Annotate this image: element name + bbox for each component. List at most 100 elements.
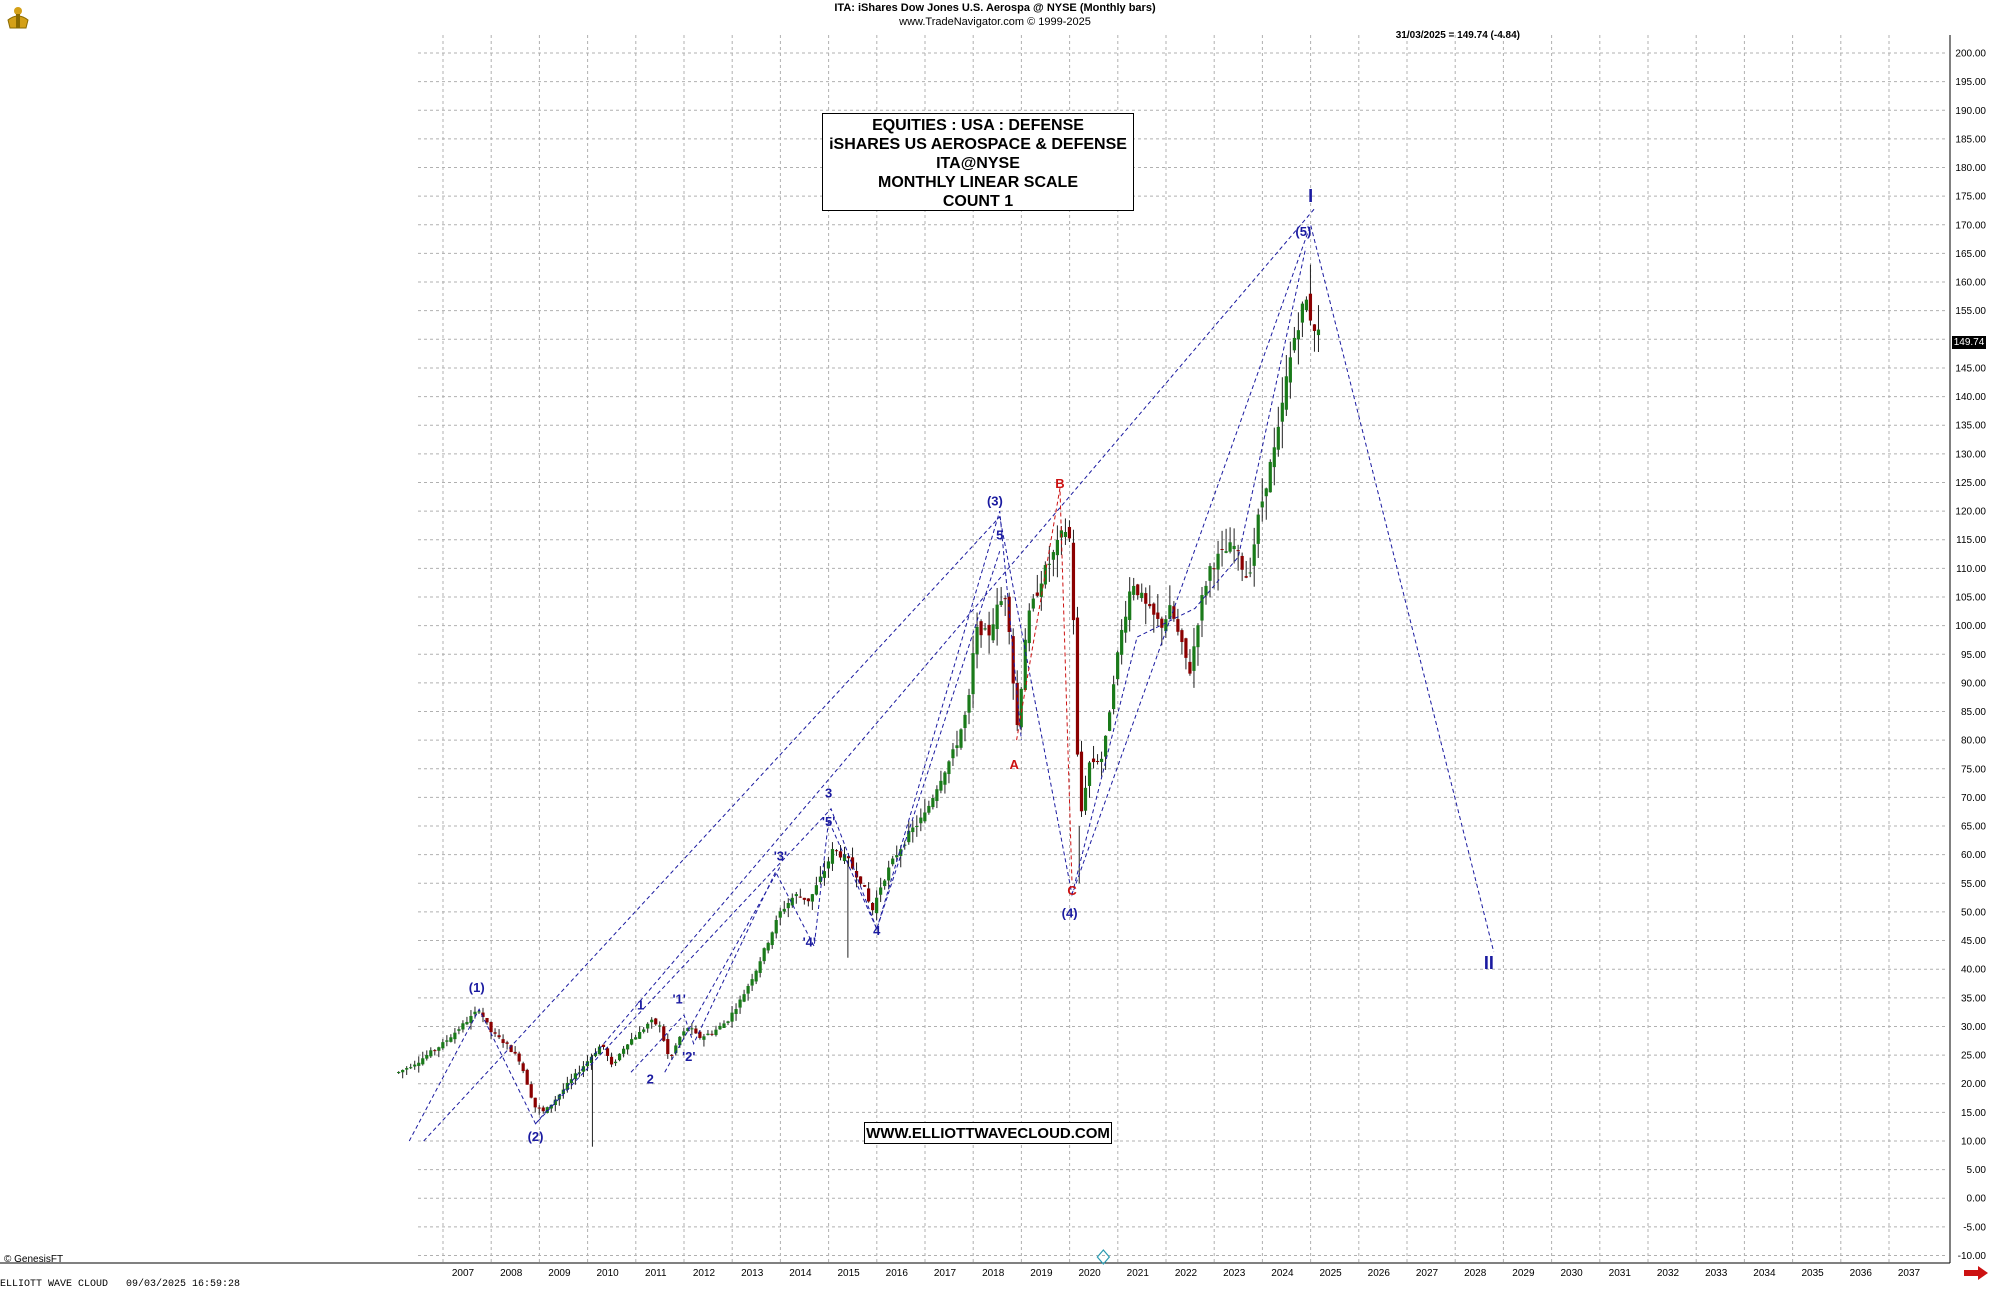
candle-body	[473, 1011, 477, 1015]
candle-body	[1300, 303, 1305, 323]
candle-body	[1224, 551, 1228, 553]
scroll-right-arrow-icon[interactable]	[1964, 1266, 1988, 1280]
candle-body	[1095, 760, 1100, 762]
candle-body	[1011, 636, 1015, 684]
wave-label-blue: 5	[996, 528, 1003, 543]
candle-body	[541, 1107, 545, 1112]
candle-body	[971, 653, 975, 695]
candle-body	[465, 1021, 469, 1025]
y-tick-label: -5.00	[1963, 1222, 1986, 1233]
wave-line-red	[1016, 488, 1073, 884]
candle-body	[927, 805, 931, 813]
website-label[interactable]: WWW.ELLIOTTWAVECLOUD.COM	[864, 1122, 1112, 1144]
y-tick-label: 200.00	[1955, 49, 1986, 60]
candle-body	[698, 1031, 702, 1038]
candle-body	[1192, 646, 1196, 671]
candle-body	[670, 1054, 674, 1056]
candle-body	[1039, 583, 1043, 597]
candle-body	[778, 911, 782, 918]
candle-body	[1083, 787, 1088, 811]
candle-body	[1292, 337, 1296, 351]
candle-body	[1276, 426, 1280, 450]
candle-body	[939, 780, 943, 791]
x-tick-label: 2009	[548, 1268, 571, 1279]
candle-body	[871, 902, 875, 911]
candle-body	[987, 624, 991, 636]
candle-body	[963, 714, 967, 728]
candle-body	[686, 1028, 690, 1031]
candle-body	[605, 1048, 610, 1056]
candle-body	[658, 1025, 662, 1027]
y-tick-label: 105.00	[1955, 592, 1986, 603]
x-tick-label: 2030	[1560, 1268, 1583, 1279]
candle-body	[638, 1032, 642, 1039]
elliott-wave-labels: (1)(2)12'1''2''3''4'3'5'4(3)5(4)(5)IIIAB…	[469, 186, 1494, 1144]
candle-body	[650, 1019, 654, 1023]
candle-body	[1124, 616, 1128, 633]
candle-body	[983, 628, 987, 630]
candle-body	[734, 1009, 738, 1015]
x-tick-label: 2024	[1271, 1268, 1294, 1279]
x-tick-label: 2018	[982, 1268, 1005, 1279]
candle-body	[762, 948, 766, 962]
candle-body	[621, 1048, 626, 1054]
wave-line-blue	[630, 551, 1001, 1073]
candle-body	[1164, 619, 1168, 632]
candle-body	[1216, 553, 1220, 570]
tradenavigator-logo-icon	[7, 7, 29, 29]
time-marker-icon[interactable]	[1096, 1249, 1111, 1265]
candle-body	[549, 1104, 553, 1109]
candle-body	[1003, 598, 1007, 600]
candle-body	[1015, 682, 1019, 726]
candle-body	[1196, 625, 1200, 648]
candle-body	[1031, 598, 1035, 609]
candle-body	[842, 854, 847, 862]
candle-body	[397, 1072, 401, 1074]
candle-body	[766, 942, 770, 951]
candle-body	[642, 1029, 646, 1032]
candle-body	[702, 1036, 706, 1040]
candle-body	[1071, 542, 1076, 621]
y-tick-label: 130.00	[1955, 449, 1986, 460]
chart-title: ITA: iShares Dow Jones U.S. Aerospa @ NY…	[834, 2, 1156, 14]
candle-body	[1108, 712, 1112, 731]
genesis-copyright: © GenesisFT	[4, 1254, 64, 1265]
x-tick-label: 2017	[934, 1268, 957, 1279]
candle-body	[923, 812, 927, 822]
candle-body	[489, 1022, 493, 1033]
y-tick-label: 115.00	[1956, 535, 1986, 546]
candle-body	[899, 849, 903, 856]
y-tick-label: 80.00	[1961, 736, 1986, 747]
candle-body	[1023, 639, 1027, 691]
candle-body	[1288, 357, 1292, 383]
info-line: iSHARES US AEROSPACE & DEFENSE	[829, 136, 1127, 153]
candle-body	[754, 970, 758, 982]
x-tick-label: 2007	[452, 1268, 475, 1279]
info-line: EQUITIES : USA : DEFENSE	[872, 117, 1084, 134]
x-tick-label: 2026	[1368, 1268, 1391, 1279]
candle-body	[947, 761, 951, 775]
candle-body	[951, 749, 955, 759]
candle-body	[1188, 661, 1192, 674]
candle-body	[907, 830, 911, 843]
candle-body	[875, 897, 879, 914]
wave-label-red: A	[1009, 757, 1019, 772]
candle-body	[613, 1061, 618, 1064]
candle-body	[1144, 593, 1148, 604]
candle-body	[858, 876, 863, 884]
candle-body	[674, 1045, 678, 1054]
candle-body	[879, 887, 883, 895]
candle-body	[1176, 619, 1180, 632]
info-line: MONTHLY LINEAR SCALE	[877, 174, 1078, 191]
candle-body	[1063, 531, 1068, 537]
candle-body	[1043, 565, 1047, 585]
y-tick-label: 65.00	[1961, 822, 1986, 833]
candle-body	[718, 1025, 722, 1030]
wave-label-red: B	[1055, 476, 1064, 491]
candle-body	[915, 825, 919, 828]
y-tick-label: 185.00	[1955, 134, 1986, 145]
candle-body	[1236, 550, 1240, 552]
y-tick-label: 90.00	[1961, 678, 1986, 689]
y-tick-label: 120.00	[1955, 507, 1986, 518]
candle-body	[1172, 606, 1176, 619]
